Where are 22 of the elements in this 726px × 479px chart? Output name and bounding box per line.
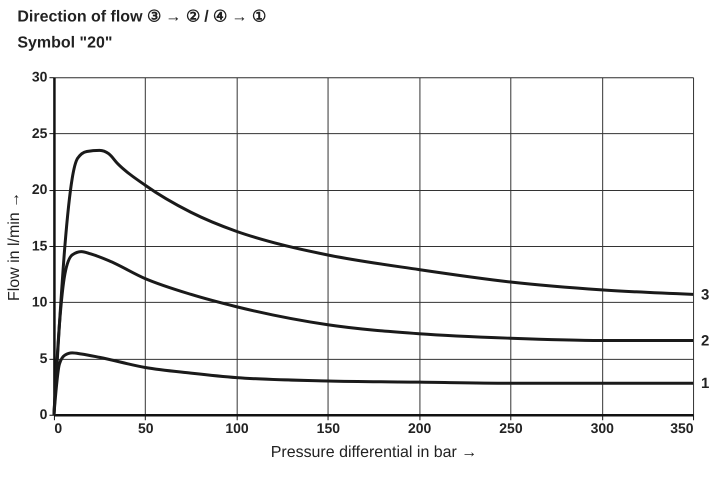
- series-label: 3: [701, 286, 710, 304]
- chart-subtitle: Symbol "20": [17, 34, 112, 52]
- x-tick-label: 100: [225, 420, 249, 436]
- x-tick-label: 150: [316, 420, 340, 436]
- y-tick-label: 0: [40, 406, 48, 422]
- x-tick-label: 250: [499, 420, 523, 436]
- y-tick-label: 25: [32, 124, 48, 141]
- chart-title: Direction of flow ③ → ② / ④ → ①: [17, 8, 266, 26]
- x-tick-label: 350: [670, 420, 694, 436]
- y-tick-label: 20: [32, 181, 48, 198]
- y-tick-label: 15: [32, 237, 48, 254]
- series-label: 2: [701, 332, 710, 350]
- y-tick-label: 10: [32, 294, 48, 310]
- x-axis-title: Pressure differential in bar →: [270, 444, 478, 462]
- series-label: 1: [701, 375, 710, 392]
- x-tick-label: 300: [590, 420, 614, 436]
- y-axis-title: Flow in l/min →: [6, 192, 23, 302]
- y-tick-label: 30: [32, 68, 48, 85]
- y-tick-label: 5: [40, 350, 48, 366]
- x-tick-label: 0: [54, 420, 62, 436]
- x-tick-label: 50: [138, 420, 154, 436]
- x-tick-label: 200: [408, 420, 432, 436]
